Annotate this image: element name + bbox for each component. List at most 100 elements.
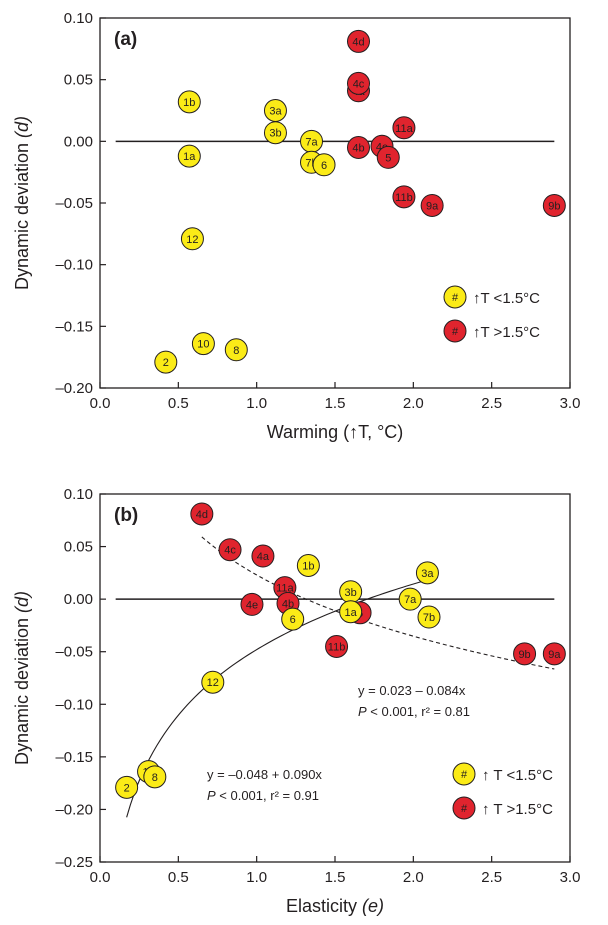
fit-equation: y = 0.023 – 0.084x (358, 683, 466, 698)
legend: # ↑ T <1.5°C # ↑ T >1.5°C (452, 762, 553, 820)
data-point: 12 (201, 670, 225, 694)
data-point-marker (347, 71, 370, 95)
legend-symbol: # (461, 769, 468, 781)
data-point-marker (240, 592, 264, 616)
data-point-marker (190, 502, 214, 526)
data-point-marker (143, 765, 167, 789)
data-point: 2 (115, 775, 139, 799)
y-tick-label: –0.15 (55, 749, 93, 766)
data-point-label: 11b (328, 641, 346, 653)
x-tick-label: 2.0 (403, 395, 424, 412)
x-tick-label: 0.5 (168, 395, 189, 412)
data-point: 3b (263, 121, 287, 145)
data-point-label: 11b (395, 192, 413, 204)
x-tick-label: 1.5 (325, 395, 346, 412)
data-point: 4a (251, 544, 275, 568)
data-point: 1a (339, 600, 363, 624)
legend-marker (443, 285, 467, 309)
y-tick-label: 0.05 (64, 72, 93, 89)
data-point: 4c (347, 71, 370, 95)
data-point: 7a (300, 129, 323, 153)
x-tick-label: 0.0 (90, 395, 111, 412)
y-tick-label: 0.05 (64, 539, 93, 556)
data-point-label: 7a (305, 136, 318, 148)
data-point-marker (281, 607, 305, 631)
data-point-label: 1b (183, 97, 195, 109)
data-point-marker (339, 600, 363, 624)
data-point-marker (347, 29, 370, 53)
x-tick-label: 1.0 (246, 395, 267, 412)
legend: # ↑T <1.5°C # ↑T >1.5°C (443, 285, 540, 343)
data-point-marker (218, 538, 242, 562)
y-tick-label: 0.00 (64, 133, 93, 150)
data-point: 4e (240, 592, 264, 616)
data-point-label: 5 (385, 152, 391, 164)
data-point-marker (392, 116, 416, 140)
data-point-label: 9b (518, 649, 530, 661)
data-point-label: 4c (353, 78, 365, 90)
y-tick-label: 0.00 (64, 591, 93, 608)
data-point: 10 (191, 332, 215, 356)
y-tick-label: –0.05 (55, 195, 93, 212)
data-point-label: 3a (269, 106, 282, 118)
panel-b: 0.0 0.5 1.0 1.5 2.0 2.5 3.0 0.10 0.05 0.00 –0.05 –0… (12, 486, 580, 916)
data-point-label: 11a (395, 123, 413, 135)
data-point-marker (180, 227, 204, 251)
data-point-marker (115, 775, 139, 799)
y-tick-label: 0.10 (64, 10, 93, 27)
data-point-marker (392, 185, 416, 209)
data-point: 3a (263, 99, 287, 122)
data-point-marker (177, 90, 201, 114)
x-tick-label: 3.0 (560, 395, 581, 412)
fit-statistics: P < 0.001, r² = 0.91 (207, 788, 319, 803)
data-point-label: 8 (233, 345, 239, 357)
data-point-marker (420, 193, 444, 217)
data-point: 4b (347, 136, 370, 159)
data-point-label: 4b (352, 143, 364, 155)
x-tick-label: 2.5 (481, 869, 502, 886)
data-point: 7b (417, 605, 441, 629)
legend-marker (452, 796, 476, 820)
legend-marker (443, 319, 467, 343)
data-point-label: 4d (352, 36, 364, 48)
data-point-marker (312, 153, 336, 177)
legend-symbol: # (452, 292, 459, 304)
data-point: 1b (296, 553, 320, 577)
data-point-label: 1b (302, 560, 314, 572)
x-tick-label: 1.5 (325, 869, 346, 886)
legend-symbol: # (461, 803, 468, 815)
fit-curve-elasticity-dashed (201, 536, 555, 670)
fit-curve-elasticity-solid (126, 578, 430, 818)
y-tick-label: –0.05 (55, 644, 93, 661)
legend-label: ↑T >1.5°C (473, 324, 540, 341)
data-point: 3b (339, 580, 363, 604)
data-point-marker (542, 193, 566, 217)
data-point: 12 (180, 227, 204, 251)
data-point: 11a (392, 116, 416, 140)
data-point: 6 (281, 607, 305, 631)
legend-label: ↑ T <1.5°C (482, 767, 553, 784)
data-point-marker (177, 144, 201, 168)
data-point-marker (417, 605, 441, 629)
y-tick-label: –0.15 (55, 318, 93, 335)
x-tick-label: 0.5 (168, 869, 189, 886)
data-point-marker (191, 332, 215, 356)
y-tick-label: –0.20 (55, 801, 93, 818)
data-point-label: 3b (269, 128, 281, 140)
x-tick-label: 0.0 (90, 869, 111, 886)
data-point: 1b (177, 90, 201, 114)
panel-label: (b) (114, 505, 138, 526)
y-axis-label: Dynamic deviation (d) (12, 116, 32, 290)
data-point-label: 3b (345, 587, 357, 599)
data-point-label: 4d (196, 509, 208, 521)
data-point-label: 9b (548, 200, 560, 212)
data-point-label: 12 (207, 677, 219, 689)
legend-label: ↑ T >1.5°C (482, 801, 553, 818)
data-point-marker (542, 642, 566, 666)
y-tick-label: 0.10 (64, 486, 93, 503)
data-point-label: 7a (404, 594, 417, 606)
data-point-marker (513, 642, 537, 666)
legend-label: ↑T <1.5°C (473, 290, 540, 307)
data-point-label: 9a (426, 200, 439, 212)
data-point-marker (251, 544, 275, 568)
